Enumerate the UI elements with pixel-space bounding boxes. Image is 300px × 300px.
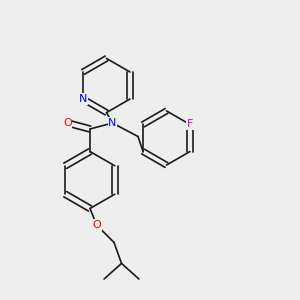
Text: F: F bbox=[187, 119, 193, 130]
Text: N: N bbox=[79, 94, 87, 104]
Text: N: N bbox=[108, 118, 117, 128]
Text: O: O bbox=[92, 220, 101, 230]
Text: O: O bbox=[63, 118, 72, 128]
